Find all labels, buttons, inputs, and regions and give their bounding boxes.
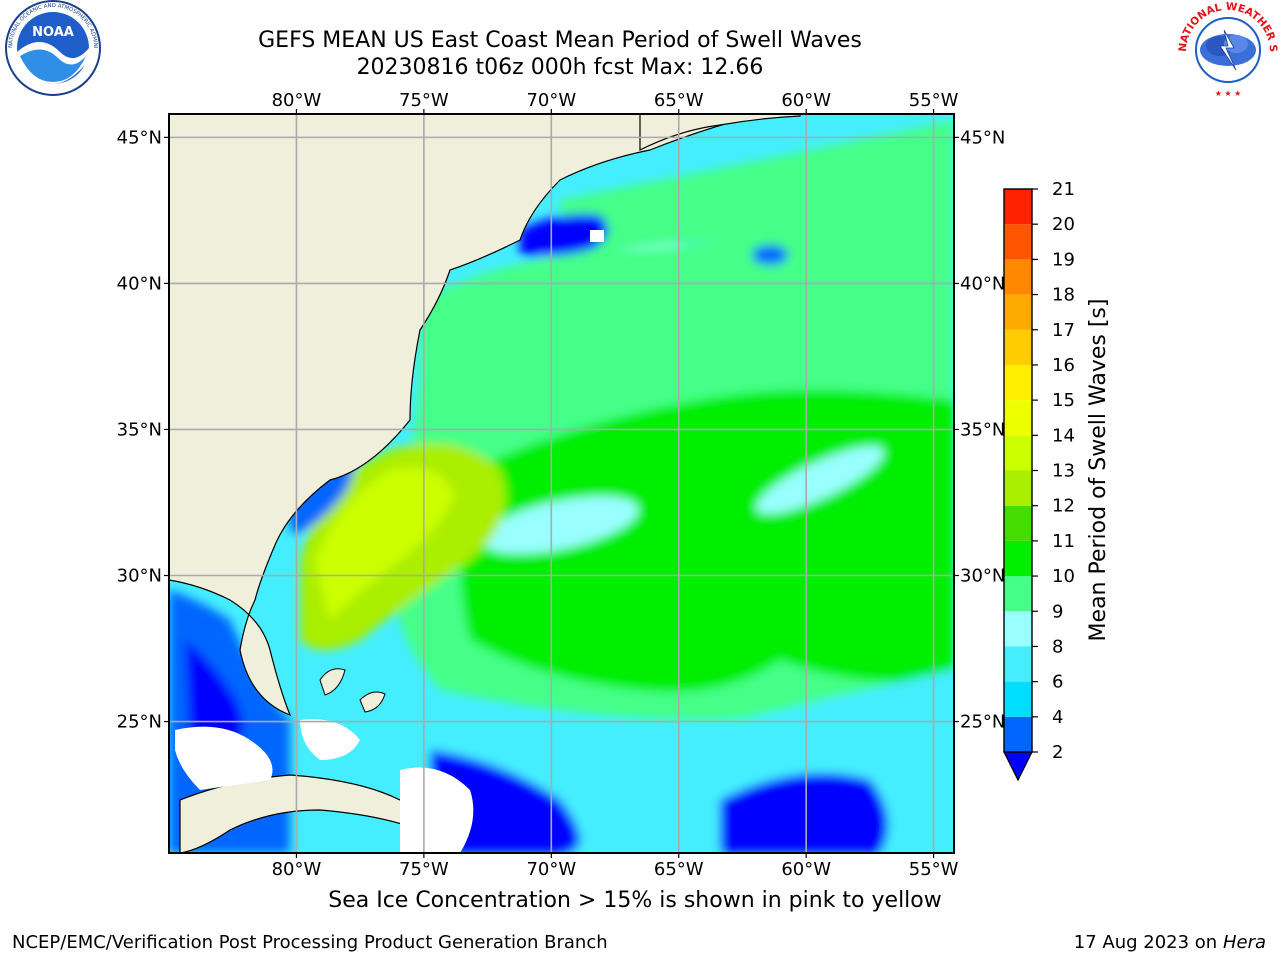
colorbar-segment [1004,576,1032,612]
map-gridlines [169,114,954,853]
colorbar-tick-label: 9 [1052,601,1063,622]
footer-credit: NCEP/EMC/Verification Post Processing Pr… [12,932,608,953]
lon-tick-label-top: 60°W [781,90,831,111]
colorbar-extension [1003,751,1033,782]
map-frame [168,113,955,854]
noaa-logo: NOAA NATIONAL OCEANIC AND ATMOSPHERIC AD… [0,0,101,96]
colorbar-tick-label: 10 [1052,566,1075,587]
colorbar-segment [1004,681,1032,717]
lon-tick-label-top: 70°W [526,90,576,111]
footer-date: 17 Aug 2023 on Hera [1074,932,1266,953]
colorbar-segment [1004,259,1032,295]
colorbar-tick-label: 21 [1052,179,1075,200]
colorbar-segment [1004,224,1032,260]
colorbar-segment [1004,540,1032,577]
lon-tick-label-bottom: 75°W [399,859,449,880]
colorbar-tick-label: 6 [1052,672,1063,693]
svg-text:★ ★ ★: ★ ★ ★ [1215,89,1242,98]
lat-tick-label-right: 45°N [960,127,1005,148]
map-subtitle: 20230816 t06z 000h fcst Max: 12.66 [356,55,764,80]
lon-tick-label-bottom: 65°W [654,859,704,880]
colorbar: 21 20 19 18 17 16 15 14 13 12 11 10 9 8 6 4 2 [1003,179,1075,782]
colorbar-segment [1004,189,1032,225]
footer-machine: Hera [1222,932,1266,953]
colorbar-segment [1004,329,1032,365]
lon-tick-label-bottom: 60°W [781,859,831,880]
colorbar-label: Mean Period of Swell Waves [s] [1086,299,1111,642]
colorbar-tick-label: 15 [1052,390,1075,411]
lat-tick-label-left: 25°N [117,712,162,733]
lon-labels-bottom: 80°W 75°W 70°W 65°W 60°W 55°W [272,853,959,880]
lat-labels-left: 45°N 40°N 35°N 30°N 25°N [117,127,169,733]
lon-tick-label-top: 75°W [399,90,449,111]
colorbar-segment [1004,470,1032,506]
lon-tick-label-bottom: 80°W [272,859,322,880]
colorbar-tick-label: 12 [1052,496,1075,517]
colorbar-tick-label: 13 [1052,461,1075,482]
sea-ice-annotation: Sea Ice Concentration > 15% is shown in … [328,888,942,913]
lon-tick-label-bottom: 70°W [526,859,576,880]
lon-tick-label-top: 55°W [909,90,959,111]
footer-date-text: 17 Aug 2023 on [1073,932,1218,953]
colorbar-tick-label: 8 [1052,636,1063,657]
map-title: GEFS MEAN US East Coast Mean Period of S… [258,28,862,53]
colorbar-segment [1004,716,1032,752]
lat-tick-label-right: 40°N [960,273,1005,294]
colorbar-tick-label: 17 [1052,320,1075,341]
colorbar-tick-label: 18 [1052,285,1075,306]
colorbar-tick-label: 11 [1052,531,1075,552]
colorbar-tick-label: 4 [1052,707,1063,728]
lat-tick-label-right: 30°N [960,566,1005,587]
lon-tick-label-bottom: 55°W [909,859,959,880]
lat-tick-label-left: 30°N [117,566,162,587]
lat-tick-label-right: 25°N [960,712,1005,733]
colorbar-segment [1004,505,1032,541]
colorbar-tick-label: 16 [1052,355,1075,376]
lat-tick-label-right: 35°N [960,419,1005,440]
lat-labels-right: 45°N 40°N 35°N 30°N 25°N [954,127,1005,733]
noaa-logo-text: NOAA [32,25,74,40]
nws-logo: NATIONAL WEATHER SERVICE ★ ★ ★ [1176,0,1279,98]
colorbar-tick-label: 2 [1052,742,1063,763]
lat-tick-label-left: 35°N [117,419,162,440]
lat-tick-label-left: 45°N [117,127,162,148]
lon-labels-top: 80°W 75°W 70°W 65°W 60°W 55°W [272,90,959,114]
lat-tick-label-left: 40°N [117,273,162,294]
colorbar-segment [1004,435,1032,471]
north-america-land [169,114,761,717]
colorbar-tick-label: 19 [1052,249,1075,270]
lon-tick-label-top: 80°W [272,90,322,111]
colorbar-segment [1004,294,1032,330]
colorbar-tick-label: 14 [1052,425,1075,446]
colorbar-segment [1004,646,1032,682]
colorbar-segment [1004,364,1032,401]
colorbar-segment [1004,611,1032,647]
lon-tick-label-top: 65°W [654,90,704,111]
nova-scotia-land [639,114,801,151]
swell-period-field [169,114,954,853]
colorbar-segment [1004,400,1032,436]
colorbar-tick-label: 20 [1052,214,1075,235]
